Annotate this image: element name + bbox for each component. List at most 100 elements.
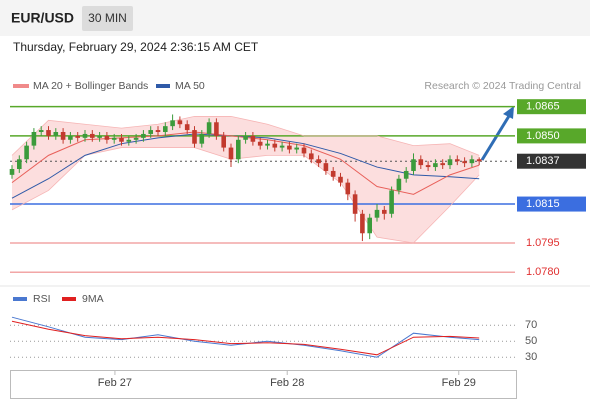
- x-tick-label: Feb 27: [98, 377, 132, 389]
- candle-body: [214, 122, 219, 136]
- candle-body: [287, 145, 292, 150]
- candle-body: [345, 182, 351, 195]
- candle-body: [236, 139, 241, 160]
- candle-body: [272, 143, 278, 148]
- rsi-line: [11, 316, 480, 358]
- candle-body: [316, 159, 321, 164]
- level-box: [517, 99, 586, 115]
- credit: Research © 2024 Trading Central: [424, 80, 581, 92]
- candle-body: [126, 139, 132, 142]
- x-tick-label: Feb 28: [270, 377, 304, 389]
- legend-swatch: [13, 84, 29, 88]
- candle-body: [367, 217, 372, 234]
- candle-body: [53, 132, 59, 136]
- forecast-arrow: [480, 115, 511, 161]
- candle-body: [257, 141, 263, 146]
- legend-label: RSI: [33, 293, 51, 305]
- candle-body: [46, 130, 51, 136]
- candle-body: [279, 145, 285, 148]
- level-label: 1.0795: [526, 237, 560, 249]
- rsi-ma-line: [11, 320, 480, 356]
- candle-body: [68, 135, 73, 140]
- candle-body: [119, 137, 124, 142]
- legend-label: MA 50: [175, 80, 205, 92]
- ma20-line: [11, 131, 480, 195]
- legend-swatch: [62, 297, 76, 301]
- candle-body: [133, 137, 139, 140]
- candle-body: [155, 130, 161, 132]
- x-axis-frame: [10, 370, 517, 399]
- level-box: [517, 128, 586, 144]
- candle-body: [38, 130, 44, 132]
- candle-body: [163, 126, 168, 132]
- bollinger-lower: [11, 147, 480, 244]
- candle-body: [447, 159, 453, 166]
- candle-body: [228, 147, 234, 160]
- candle-body: [469, 159, 475, 164]
- candle-body: [90, 133, 95, 138]
- candle-body: [462, 161, 467, 164]
- candle-body: [184, 124, 190, 131]
- legend-label: 9MA: [82, 293, 104, 305]
- candle-body: [104, 135, 110, 140]
- x-tick-label: Feb 29: [442, 377, 476, 389]
- candle-body: [330, 170, 336, 177]
- candle-body: [411, 159, 416, 171]
- candle-body: [323, 163, 329, 171]
- candle-body: [352, 194, 358, 214]
- candle-body: [192, 130, 197, 144]
- candle-body: [111, 137, 117, 140]
- legend-swatch: [13, 297, 27, 301]
- candle-body: [82, 133, 88, 138]
- candle-body: [360, 213, 365, 234]
- candle-body: [455, 159, 460, 162]
- candle-body: [418, 159, 424, 166]
- candle-body: [374, 209, 380, 218]
- candle-body: [440, 163, 445, 166]
- candle-body: [60, 132, 66, 140]
- candle-body: [389, 190, 394, 214]
- legend-label: MA 20 + Bollinger Bands: [33, 80, 148, 92]
- candle-body: [141, 133, 146, 138]
- level-label: 1.0837: [526, 155, 560, 167]
- bollinger-upper: [11, 116, 480, 156]
- symbol: EUR/USD: [11, 10, 74, 26]
- candle-body: [382, 209, 387, 214]
- candle-body: [250, 135, 256, 142]
- candle-body: [309, 153, 314, 160]
- candle-body: [9, 169, 15, 175]
- candle-body: [148, 130, 153, 134]
- candle-body: [24, 145, 29, 160]
- rsi-tick-label: 30: [525, 351, 537, 363]
- level-label: 1.0780: [526, 266, 560, 278]
- candle-body: [301, 147, 307, 154]
- candle-body: [338, 176, 343, 183]
- rsi-tick-label: 70: [525, 319, 537, 331]
- candle-body: [170, 120, 175, 127]
- forecast-arrowhead: [503, 106, 514, 119]
- candle-body: [396, 178, 402, 191]
- timestamp: Thursday, February 29, 2024 2:36:15 AM C…: [13, 40, 259, 54]
- candle-body: [403, 170, 409, 179]
- candle-body: [177, 120, 183, 125]
- candle-body: [433, 163, 438, 168]
- level-box: [517, 153, 586, 169]
- candle-body: [17, 159, 22, 169]
- timeframe[interactable]: 30 MIN: [88, 11, 127, 25]
- candle-body: [425, 165, 431, 168]
- legend-swatch: [156, 84, 170, 88]
- candle-body: [265, 143, 270, 146]
- candle-body: [243, 135, 248, 140]
- level-box: [517, 196, 586, 212]
- candle-body: [221, 135, 226, 148]
- candle-body: [31, 132, 37, 146]
- rsi-tick-label: 50: [525, 335, 537, 347]
- candle-body: [97, 135, 102, 138]
- candle-body: [206, 122, 212, 134]
- timeframe-box[interactable]: [82, 6, 133, 31]
- candle-body: [294, 147, 299, 150]
- level-label: 1.0815: [526, 198, 560, 210]
- candle-body: [199, 133, 205, 144]
